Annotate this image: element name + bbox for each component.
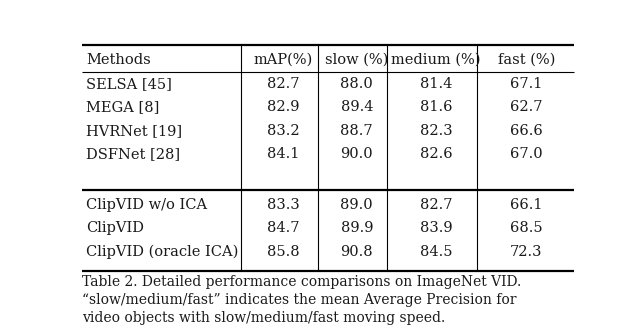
Text: MEGA [8]: MEGA [8] [86,100,159,114]
Text: 90.8: 90.8 [340,245,373,259]
Text: 72.3: 72.3 [510,245,543,259]
Text: 88.0: 88.0 [340,77,373,91]
Text: fast (%): fast (%) [498,53,555,67]
Text: ClipVID (oracle ICA): ClipVID (oracle ICA) [86,244,238,259]
Text: ClipVID w/o ICA: ClipVID w/o ICA [86,198,207,212]
Text: 84.1: 84.1 [267,147,300,161]
Text: 83.2: 83.2 [267,124,300,138]
Text: 84.5: 84.5 [420,245,452,259]
Text: 68.5: 68.5 [510,221,543,235]
Text: 89.0: 89.0 [340,198,373,212]
Text: 81.4: 81.4 [420,77,452,91]
Text: 82.3: 82.3 [420,124,452,138]
Text: 82.7: 82.7 [267,77,300,91]
Text: 82.7: 82.7 [420,198,452,212]
Text: DSFNet [28]: DSFNet [28] [86,147,180,161]
Text: 67.0: 67.0 [510,147,543,161]
Text: HVRNet [19]: HVRNet [19] [86,124,182,138]
Text: 62.7: 62.7 [510,100,543,114]
Text: “slow/medium/fast” indicates the mean Average Precision for: “slow/medium/fast” indicates the mean Av… [83,293,517,307]
Text: Methods: Methods [86,53,150,67]
Text: Table 2. Detailed performance comparisons on ImageNet VID.: Table 2. Detailed performance comparison… [83,275,522,289]
Text: 84.7: 84.7 [267,221,300,235]
Text: 83.3: 83.3 [267,198,300,212]
Text: 83.9: 83.9 [420,221,452,235]
Text: 82.9: 82.9 [267,100,300,114]
Text: 88.7: 88.7 [340,124,373,138]
Text: 66.6: 66.6 [510,124,543,138]
Text: 82.6: 82.6 [420,147,452,161]
Text: mAP(%): mAP(%) [253,53,313,67]
Text: 66.1: 66.1 [510,198,543,212]
Text: 81.6: 81.6 [420,100,452,114]
Text: SELSA [45]: SELSA [45] [86,77,172,91]
Text: 89.4: 89.4 [340,100,373,114]
Text: medium (%): medium (%) [392,53,481,67]
Text: 89.9: 89.9 [340,221,373,235]
Text: 85.8: 85.8 [267,245,300,259]
Text: 90.0: 90.0 [340,147,373,161]
Text: ClipVID: ClipVID [86,221,144,235]
Text: slow (%): slow (%) [325,53,388,67]
Text: video objects with slow/medium/fast moving speed.: video objects with slow/medium/fast movi… [83,311,445,325]
Text: 67.1: 67.1 [510,77,543,91]
